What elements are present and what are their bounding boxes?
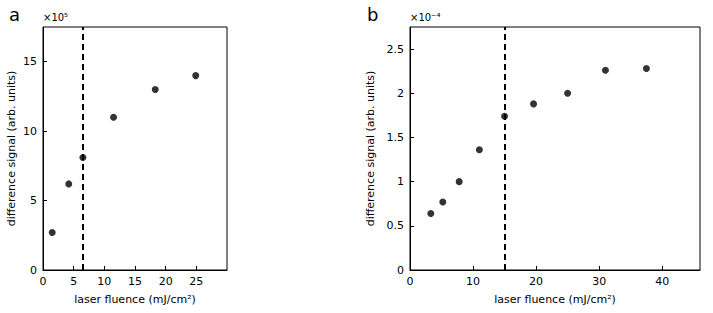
svg-text:40: 40 bbox=[655, 275, 669, 288]
svg-text:20: 20 bbox=[159, 275, 173, 288]
svg-text:25: 25 bbox=[189, 275, 203, 288]
svg-text:2.5: 2.5 bbox=[387, 43, 405, 56]
svg-text:5: 5 bbox=[30, 194, 37, 207]
svg-text:×10⁻⁴: ×10⁻⁴ bbox=[410, 12, 440, 23]
svg-text:0: 0 bbox=[407, 275, 414, 288]
svg-text:10: 10 bbox=[97, 275, 111, 288]
svg-text:2: 2 bbox=[397, 87, 404, 100]
svg-text:difference signal (arb. units): difference signal (arb. units) bbox=[5, 71, 18, 227]
svg-text:0: 0 bbox=[40, 275, 47, 288]
svg-text:0: 0 bbox=[30, 264, 37, 277]
svg-text:20: 20 bbox=[529, 275, 543, 288]
svg-text:30: 30 bbox=[592, 275, 606, 288]
svg-text:×10⁵: ×10⁵ bbox=[43, 12, 68, 23]
svg-text:15: 15 bbox=[23, 55, 37, 68]
svg-text:0.5: 0.5 bbox=[387, 219, 405, 232]
svg-text:a: a bbox=[9, 4, 20, 25]
svg-text:5: 5 bbox=[70, 275, 77, 288]
svg-text:difference signal (arb. units): difference signal (arb. units) bbox=[364, 71, 377, 227]
svg-text:15: 15 bbox=[128, 275, 142, 288]
svg-text:10: 10 bbox=[23, 125, 37, 138]
svg-text:laser fluence (mJ/cm²): laser fluence (mJ/cm²) bbox=[494, 293, 616, 306]
svg-text:b: b bbox=[367, 4, 378, 25]
svg-text:0: 0 bbox=[397, 264, 404, 277]
svg-text:10: 10 bbox=[466, 275, 480, 288]
svg-text:laser fluence (mJ/cm²): laser fluence (mJ/cm²) bbox=[74, 293, 196, 306]
svg-text:1.5: 1.5 bbox=[387, 131, 405, 144]
svg-text:1: 1 bbox=[397, 175, 404, 188]
